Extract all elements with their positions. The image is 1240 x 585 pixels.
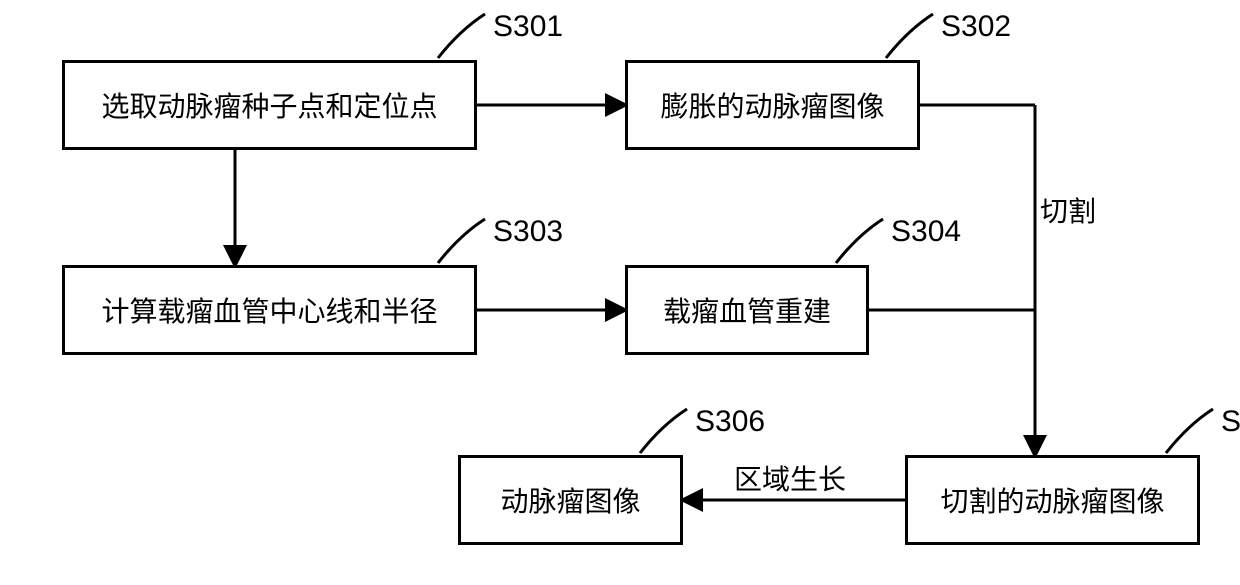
node-s305-text: 切割的动脉瘤图像 <box>940 480 1164 520</box>
step-label-s305: S305 <box>1221 405 1240 439</box>
node-s301-text: 选取动脉瘤种子点和定位点 <box>101 85 437 125</box>
node-s304: 载瘤血管重建 <box>625 265 869 355</box>
edge-label-region: 区域生长 <box>734 458 846 498</box>
node-s303-text: 计算载瘤血管中心线和半径 <box>101 290 437 330</box>
node-s304-text: 载瘤血管重建 <box>663 290 831 330</box>
node-s305: 切割的动脉瘤图像 <box>905 455 1200 545</box>
flowchart-canvas: 选取动脉瘤种子点和定位点 膨胀的动脉瘤图像 计算载瘤血管中心线和半径 载瘤血管重… <box>0 0 1240 585</box>
node-s302-text: 膨胀的动脉瘤图像 <box>660 85 884 125</box>
step-label-s302: S302 <box>941 10 1011 44</box>
step-label-s306: S306 <box>695 405 765 439</box>
node-s303: 计算载瘤血管中心线和半径 <box>62 265 477 355</box>
step-label-s303: S303 <box>493 215 563 249</box>
node-s302: 膨胀的动脉瘤图像 <box>625 60 920 150</box>
node-s301: 选取动脉瘤种子点和定位点 <box>62 60 477 150</box>
node-s306-text: 动脉瘤图像 <box>500 480 640 520</box>
step-label-s304: S304 <box>891 215 961 249</box>
edge-label-cut: 切割 <box>1040 190 1096 230</box>
step-label-s301: S301 <box>493 10 563 44</box>
node-s306: 动脉瘤图像 <box>458 455 683 545</box>
